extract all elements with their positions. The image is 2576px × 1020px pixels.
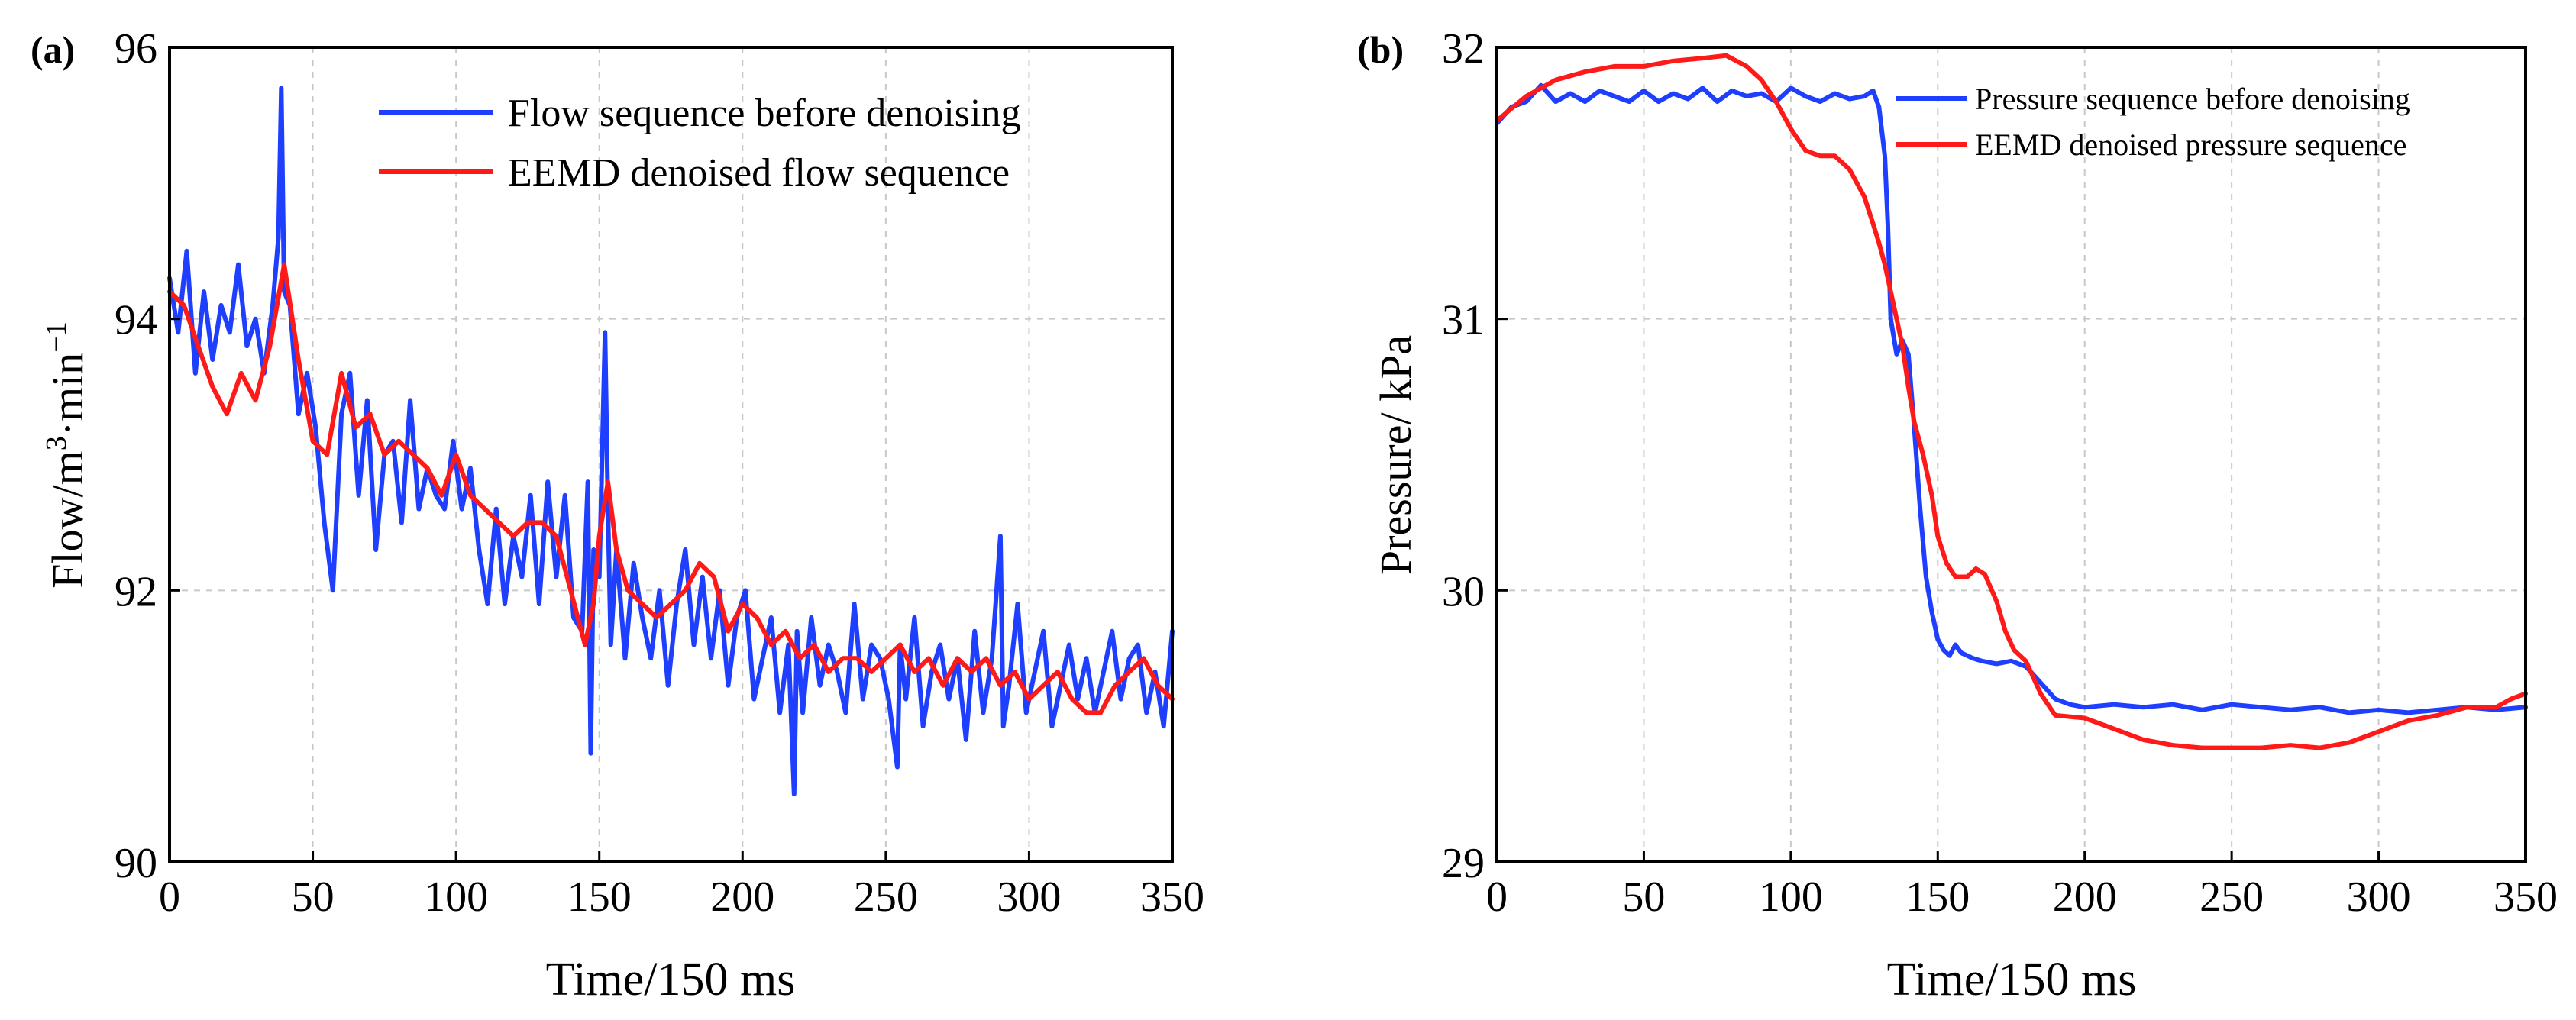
panel-b-y-tick-label: 29: [1442, 840, 1485, 887]
panel-a-legend-label-denoised: EEMD denoised flow sequence: [508, 151, 1010, 195]
panel-b-series-line-raw: [1495, 82, 2528, 715]
panel-a-series: [167, 86, 1175, 797]
panel-b-x-tick-label: 50: [1622, 873, 1665, 921]
panel-a-legend-label-raw: Flow sequence before denoising: [508, 92, 1020, 135]
panel-a-y-tick-label: 92: [115, 568, 157, 615]
panel-a-x-tick-label: 250: [854, 873, 918, 921]
panel-b-series-line-denoised: [1495, 53, 2528, 750]
panel-b-legend-label-raw: Pressure sequence before denoising: [1975, 82, 2410, 116]
panel-a-ticks: 0 50 100 150 200 250 300 350 90 92 94 96: [115, 25, 1204, 921]
panel-a-series-line-raw: [167, 86, 1175, 797]
panel-a-series-line-denoised: [167, 262, 1175, 715]
panel-a-flow-chart: (a) 0 50 100 150 200 250 300 350 90 92 94 96 Flow/m…: [31, 25, 1204, 1005]
panel-b-plot-frame: [1495, 46, 2527, 863]
panel-b-legend: Pressure sequence before denoising EEMD …: [1896, 82, 2410, 162]
panel-b-y-tick-label: 32: [1442, 25, 1485, 73]
panel-a-y-axis-label: Flow/m3·min−1: [40, 321, 92, 588]
panel-b-y-axis-label: Pressure/ kPa: [1371, 335, 1421, 575]
panel-b-legend-label-denoised: EEMD denoised pressure sequence: [1975, 128, 2406, 162]
panel-b-y-tick-label: 30: [1442, 568, 1485, 615]
panel-a-legend: Flow sequence before denoising EEMD deno…: [379, 92, 1020, 195]
panel-b-x-tick-label: 300: [2347, 873, 2411, 921]
panel-b-x-tick-label: 150: [1905, 873, 1970, 921]
panel-a-ylabel-main: Flow/m: [43, 450, 92, 589]
panel-a-x-tick-label: 100: [424, 873, 488, 921]
panel-b-label: (b): [1357, 28, 1404, 71]
panel-a-ylabel-sup2: −1: [40, 321, 73, 352]
panel-b-x-tick-label: 100: [1759, 873, 1823, 921]
svg-text:Flow/m3·min−1: Flow/m3·min−1: [40, 321, 92, 588]
panel-a-y-tick-label: 96: [115, 25, 157, 73]
panel-a-x-tick-label: 300: [997, 873, 1061, 921]
panel-b-y-tick-label: 31: [1442, 297, 1485, 344]
panel-a-y-tick-label: 90: [115, 840, 157, 887]
panel-b-x-tick-label: 250: [2199, 873, 2264, 921]
panel-b-x-tick-label: 0: [1486, 873, 1508, 921]
panel-a-x-tick-label: 200: [710, 873, 774, 921]
panel-b-series: [1495, 53, 2528, 750]
panel-a-y-tick-label: 94: [115, 297, 157, 344]
panel-b-ticks: 0 50 100 150 200 250 300 350 29 30 31 32: [1442, 25, 2558, 921]
panel-a-x-tick-label: 350: [1140, 873, 1204, 921]
panel-a-x-axis-label: Time/150 ms: [546, 954, 796, 1005]
panel-a-label: (a): [31, 28, 75, 71]
panel-a-x-tick-label: 50: [292, 873, 335, 921]
panel-b-grid: [1497, 47, 2526, 862]
panel-a-x-tick-label: 150: [567, 873, 632, 921]
panel-b-x-tick-label: 200: [2053, 873, 2117, 921]
panel-a-x-tick-label: 0: [159, 873, 180, 921]
panel-b-pressure-chart: (b) 0 50 100 150 200 250 300 350 29 30 31 32 Pressu…: [1357, 25, 2558, 1005]
panel-a-ylabel-sup1: 3: [40, 436, 73, 450]
panel-b-x-tick-label: 350: [2494, 873, 2558, 921]
panel-a-ylabel-mid: ·min: [43, 353, 92, 437]
panel-a-plot-frame: [168, 46, 1174, 863]
panel-b-x-axis-label: Time/150 ms: [1887, 954, 2137, 1005]
